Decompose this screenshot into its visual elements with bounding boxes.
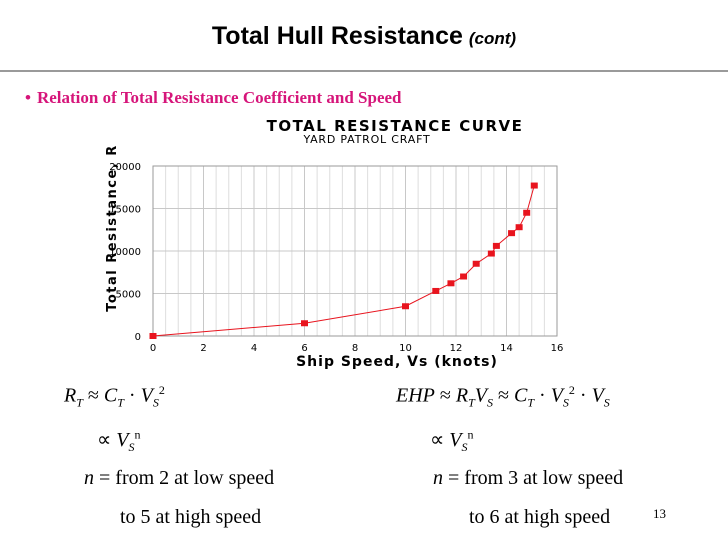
approx: ≈ — [439, 384, 451, 407]
range-high: to 6 at high speed — [469, 506, 611, 528]
bullet-point: • Relation of Total Resistance Coefficien… — [25, 88, 402, 108]
eq-left-line4: to 5 at high speed — [120, 506, 261, 529]
sym-C: C — [103, 384, 118, 407]
eq-right-line2: ∝ VSn — [430, 427, 474, 455]
data-point — [530, 182, 538, 189]
y-tick-label: 10000 — [109, 247, 141, 258]
sub-T: T — [76, 395, 83, 410]
title-text: Total Hull Resistance — [211, 22, 463, 50]
page-number: 13 — [653, 506, 666, 521]
x-tick-label: 6 — [301, 343, 307, 354]
sub-S: S — [603, 395, 610, 410]
data-point — [432, 287, 440, 294]
x-axis-label: Ship Speed, Vs (knots) — [296, 354, 498, 370]
proportional: ∝ — [430, 429, 445, 451]
data-point — [460, 273, 468, 280]
approx: ≈ — [498, 384, 509, 407]
dot: · — [539, 384, 546, 407]
sym-C: C — [513, 384, 528, 407]
chart-axes — [152, 165, 558, 337]
y-tick-label: 15000 — [109, 205, 141, 216]
x-tick-label: 8 — [352, 343, 358, 354]
range-high: to 5 at high speed — [120, 506, 262, 528]
eq-left-line3: n = from 2 at low speed — [84, 467, 274, 490]
eq-right-line3: n = from 3 at low speed — [433, 467, 623, 490]
y-tick-label: 20000 — [109, 162, 141, 173]
sym-V: V — [116, 429, 129, 451]
sym-EHP: EHP — [396, 384, 435, 407]
x-tick-label: 12 — [450, 343, 463, 354]
data-point — [508, 230, 516, 237]
slide-title: Total Hull Resistance (cont) — [0, 22, 728, 51]
chart-subtitle: YARD PATROL CRAFT — [302, 133, 430, 146]
x-tick-label: 2 — [200, 343, 206, 354]
sub-T: T — [468, 395, 475, 410]
x-tick-label: 0 — [150, 343, 156, 354]
chart-series — [149, 182, 538, 339]
eq-right-line4: to 6 at high speed — [469, 506, 610, 529]
title-divider — [0, 70, 728, 72]
data-point — [492, 242, 500, 249]
sym-V: V — [550, 384, 563, 407]
sub-S: S — [562, 395, 569, 410]
approx: ≈ — [87, 384, 99, 407]
title-suffix: (cont) — [468, 29, 517, 48]
sym-V: V — [591, 384, 604, 407]
data-point — [149, 333, 157, 339]
sub-S: S — [152, 395, 159, 410]
x-tick-label: 16 — [551, 343, 564, 354]
sup-n: n — [467, 427, 474, 442]
dot: · — [579, 384, 587, 407]
data-point — [472, 260, 480, 267]
range-low: from 2 at low speed — [115, 467, 275, 489]
x-tick-label: 10 — [399, 343, 412, 354]
x-tick-label: 4 — [251, 343, 257, 354]
eq-left-line1: RT ≈ CT · VS2 — [64, 383, 165, 411]
data-point — [301, 320, 308, 327]
eq-left-line2: ∝ VSn — [97, 427, 141, 455]
plot-border — [152, 165, 558, 337]
sym-R: R — [64, 384, 77, 407]
chart-ticks: 0 2 4 6 8 10 12 14 16 0 5000 10000 15000 20000 — [109, 162, 563, 354]
data-point — [515, 224, 523, 231]
bullet-text: Relation of Total Resistance Coefficient… — [36, 88, 402, 107]
sym-V: V — [140, 384, 153, 407]
sub-S: S — [461, 440, 468, 454]
data-point — [487, 250, 495, 257]
sub-T: T — [527, 395, 535, 410]
sub-S: S — [487, 395, 493, 410]
sym-n: n — [84, 467, 94, 489]
range-low: from 3 at low speed — [464, 467, 624, 489]
data-point — [523, 209, 531, 216]
sup-n: n — [134, 427, 141, 442]
y-tick-label: 5000 — [116, 290, 141, 301]
chart-title: TOTAL RESISTANCE CURVE — [267, 117, 524, 135]
data-point — [402, 303, 409, 310]
sym-n: n — [433, 467, 443, 489]
resistance-chart: 0 2 4 6 8 10 12 14 16 0 5000 10000 15000 20000 TOTAL … — [105, 117, 563, 370]
eq-right-line1: EHP ≈ RTVS ≈ CT · VS2 · VS — [396, 383, 610, 411]
proportional: ∝ — [97, 429, 112, 451]
equals: = — [99, 467, 111, 489]
y-tick-label: 0 — [135, 332, 141, 343]
sub-S: S — [128, 440, 135, 454]
y-axis-label: Total Resistance, R — [105, 144, 120, 312]
sym-R: R — [455, 384, 469, 407]
x-tick-label: 14 — [500, 343, 513, 354]
sup-2: 2 — [568, 383, 575, 397]
sub-T: T — [117, 395, 124, 410]
equals: = — [448, 467, 460, 489]
data-point — [447, 280, 455, 287]
sym-V: V — [449, 429, 462, 451]
chart-grid — [152, 165, 558, 337]
dot: · — [128, 384, 136, 407]
bullet-marker: • — [25, 88, 31, 107]
sup-2: 2 — [158, 383, 165, 397]
sym-V: V — [474, 384, 487, 407]
